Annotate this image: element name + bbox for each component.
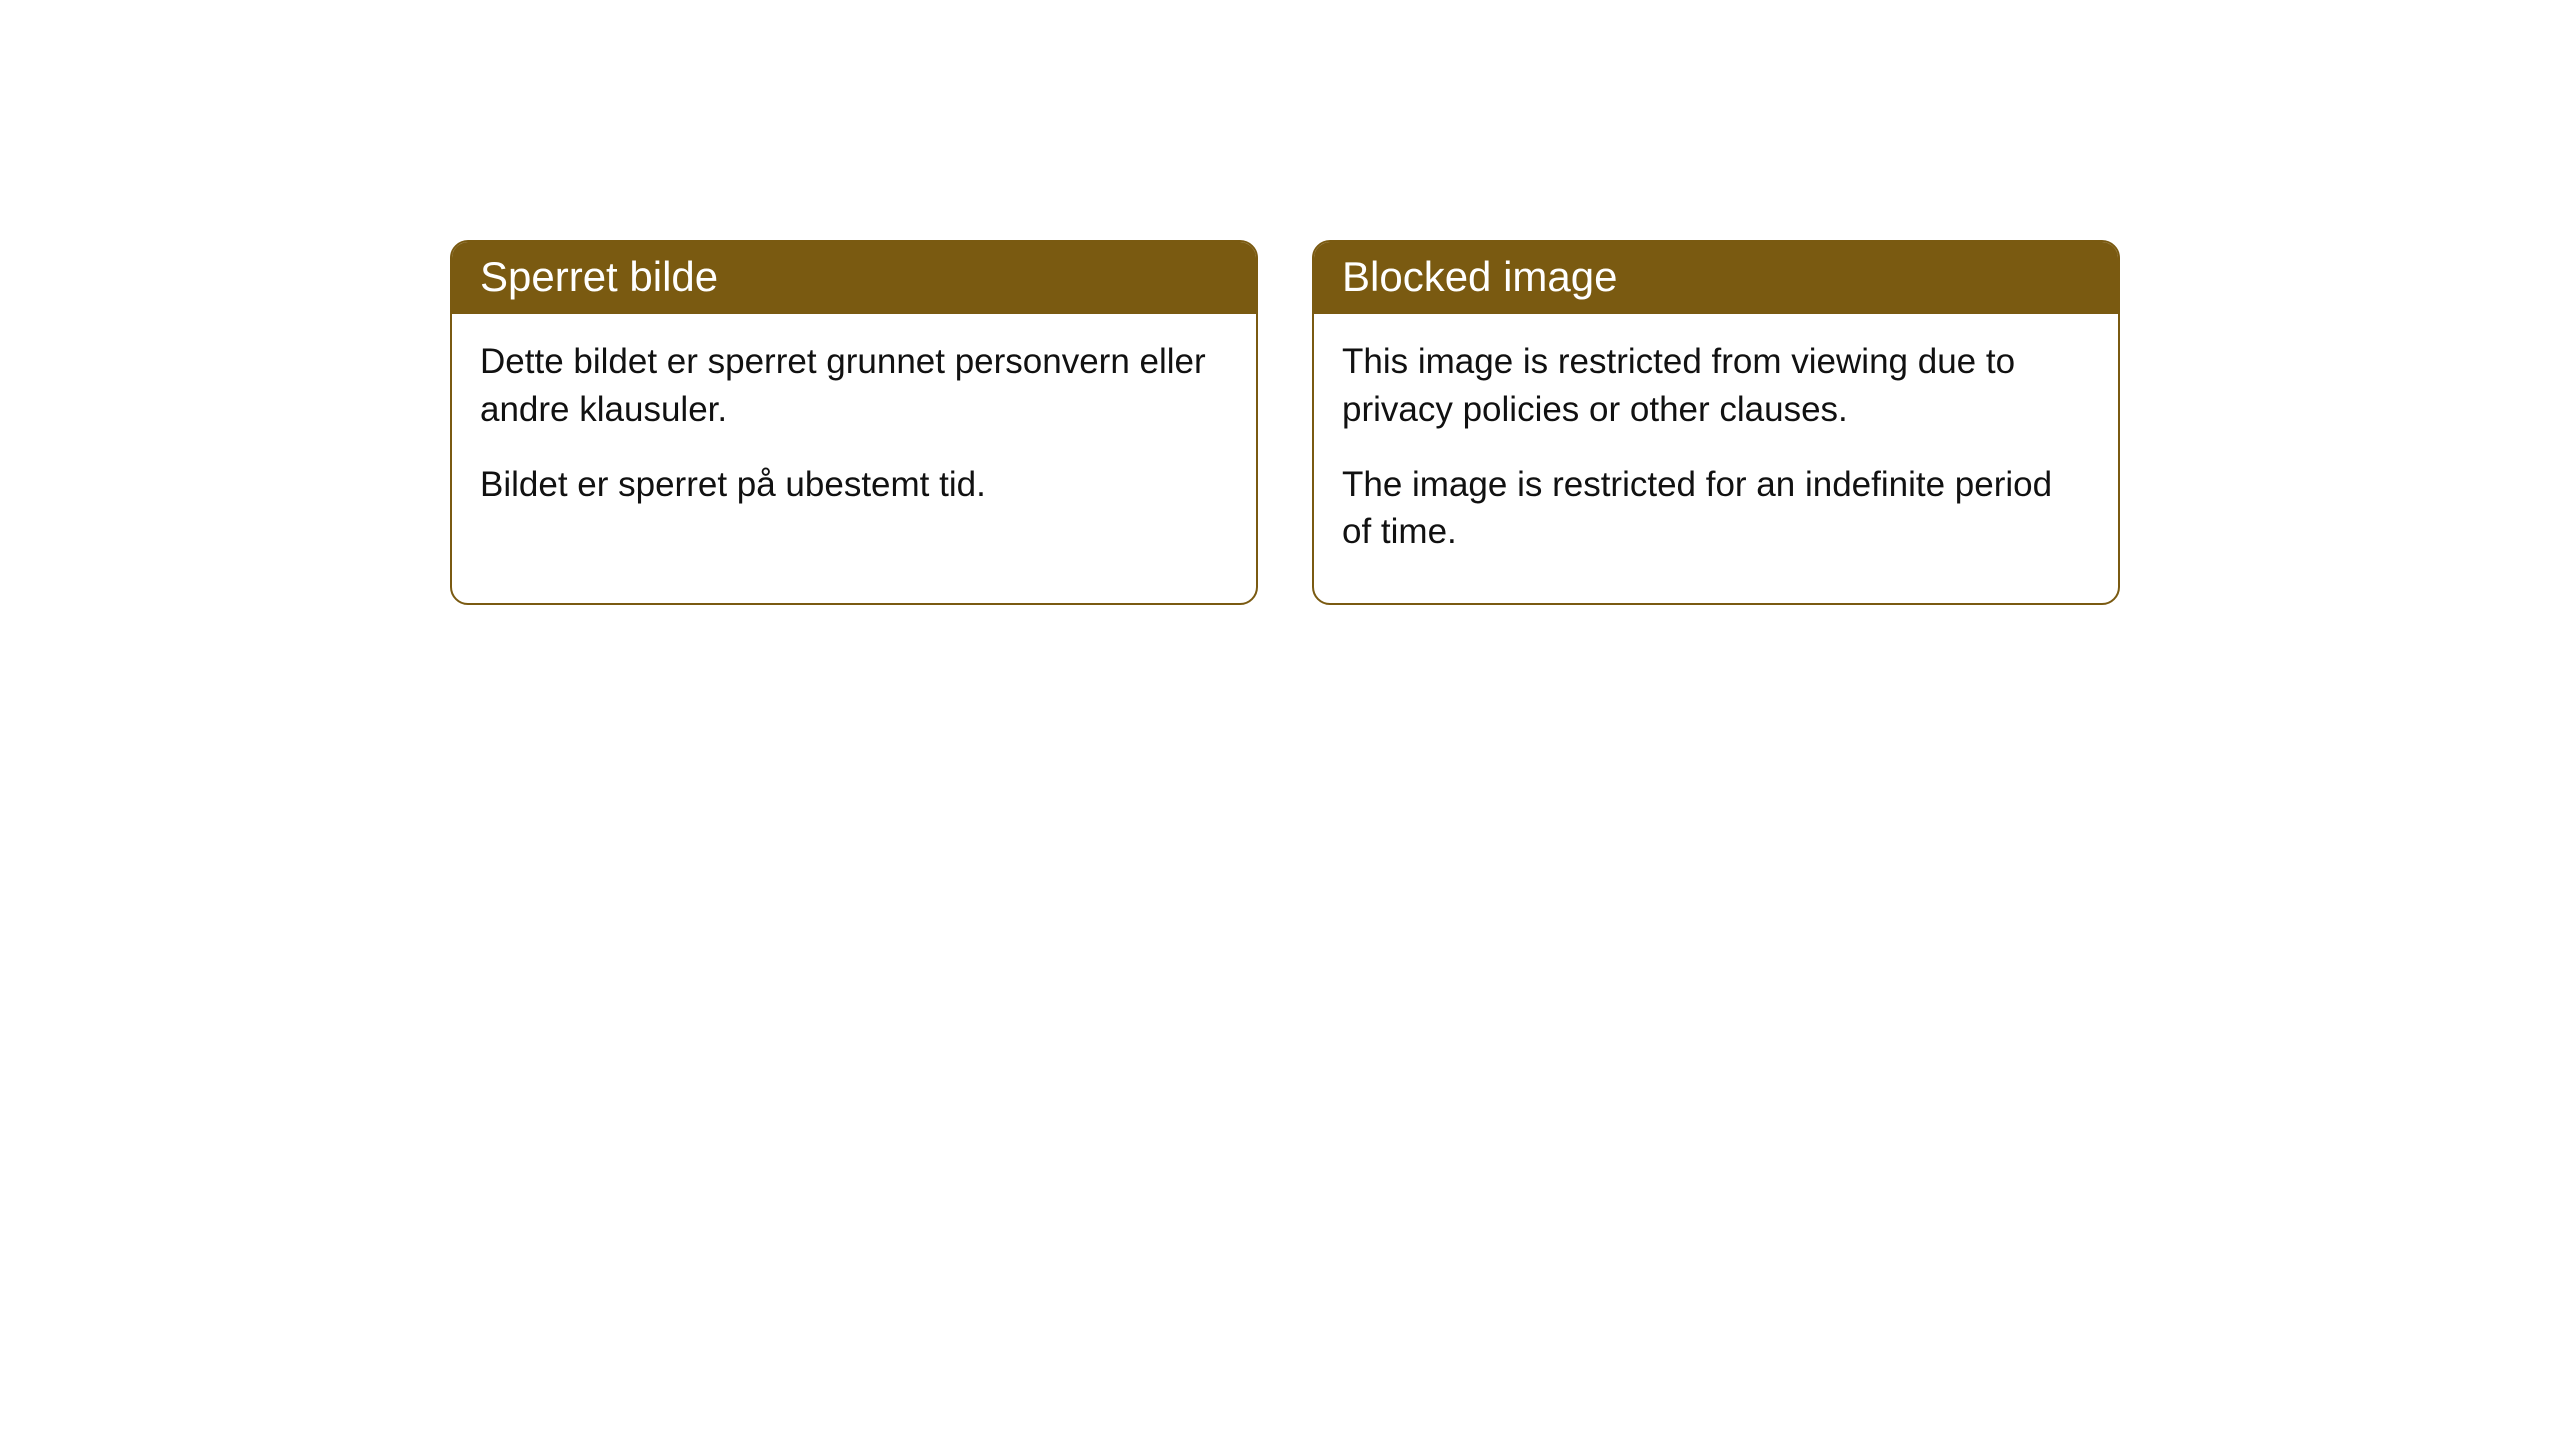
card-paragraph: Bildet er sperret på ubestemt tid.	[480, 461, 1228, 508]
card-paragraph: Dette bildet er sperret grunnet personve…	[480, 338, 1228, 433]
card-body: This image is restricted from viewing du…	[1314, 314, 2118, 603]
card-header: Blocked image	[1314, 242, 2118, 314]
notice-card-english: Blocked image This image is restricted f…	[1312, 240, 2120, 605]
card-paragraph: This image is restricted from viewing du…	[1342, 338, 2090, 433]
card-body: Dette bildet er sperret grunnet personve…	[452, 314, 1256, 556]
notices-container: Sperret bilde Dette bildet er sperret gr…	[0, 0, 2560, 605]
card-header: Sperret bilde	[452, 242, 1256, 314]
notice-card-norwegian: Sperret bilde Dette bildet er sperret gr…	[450, 240, 1258, 605]
card-paragraph: The image is restricted for an indefinit…	[1342, 461, 2090, 556]
card-title: Sperret bilde	[480, 253, 718, 300]
card-title: Blocked image	[1342, 253, 1617, 300]
